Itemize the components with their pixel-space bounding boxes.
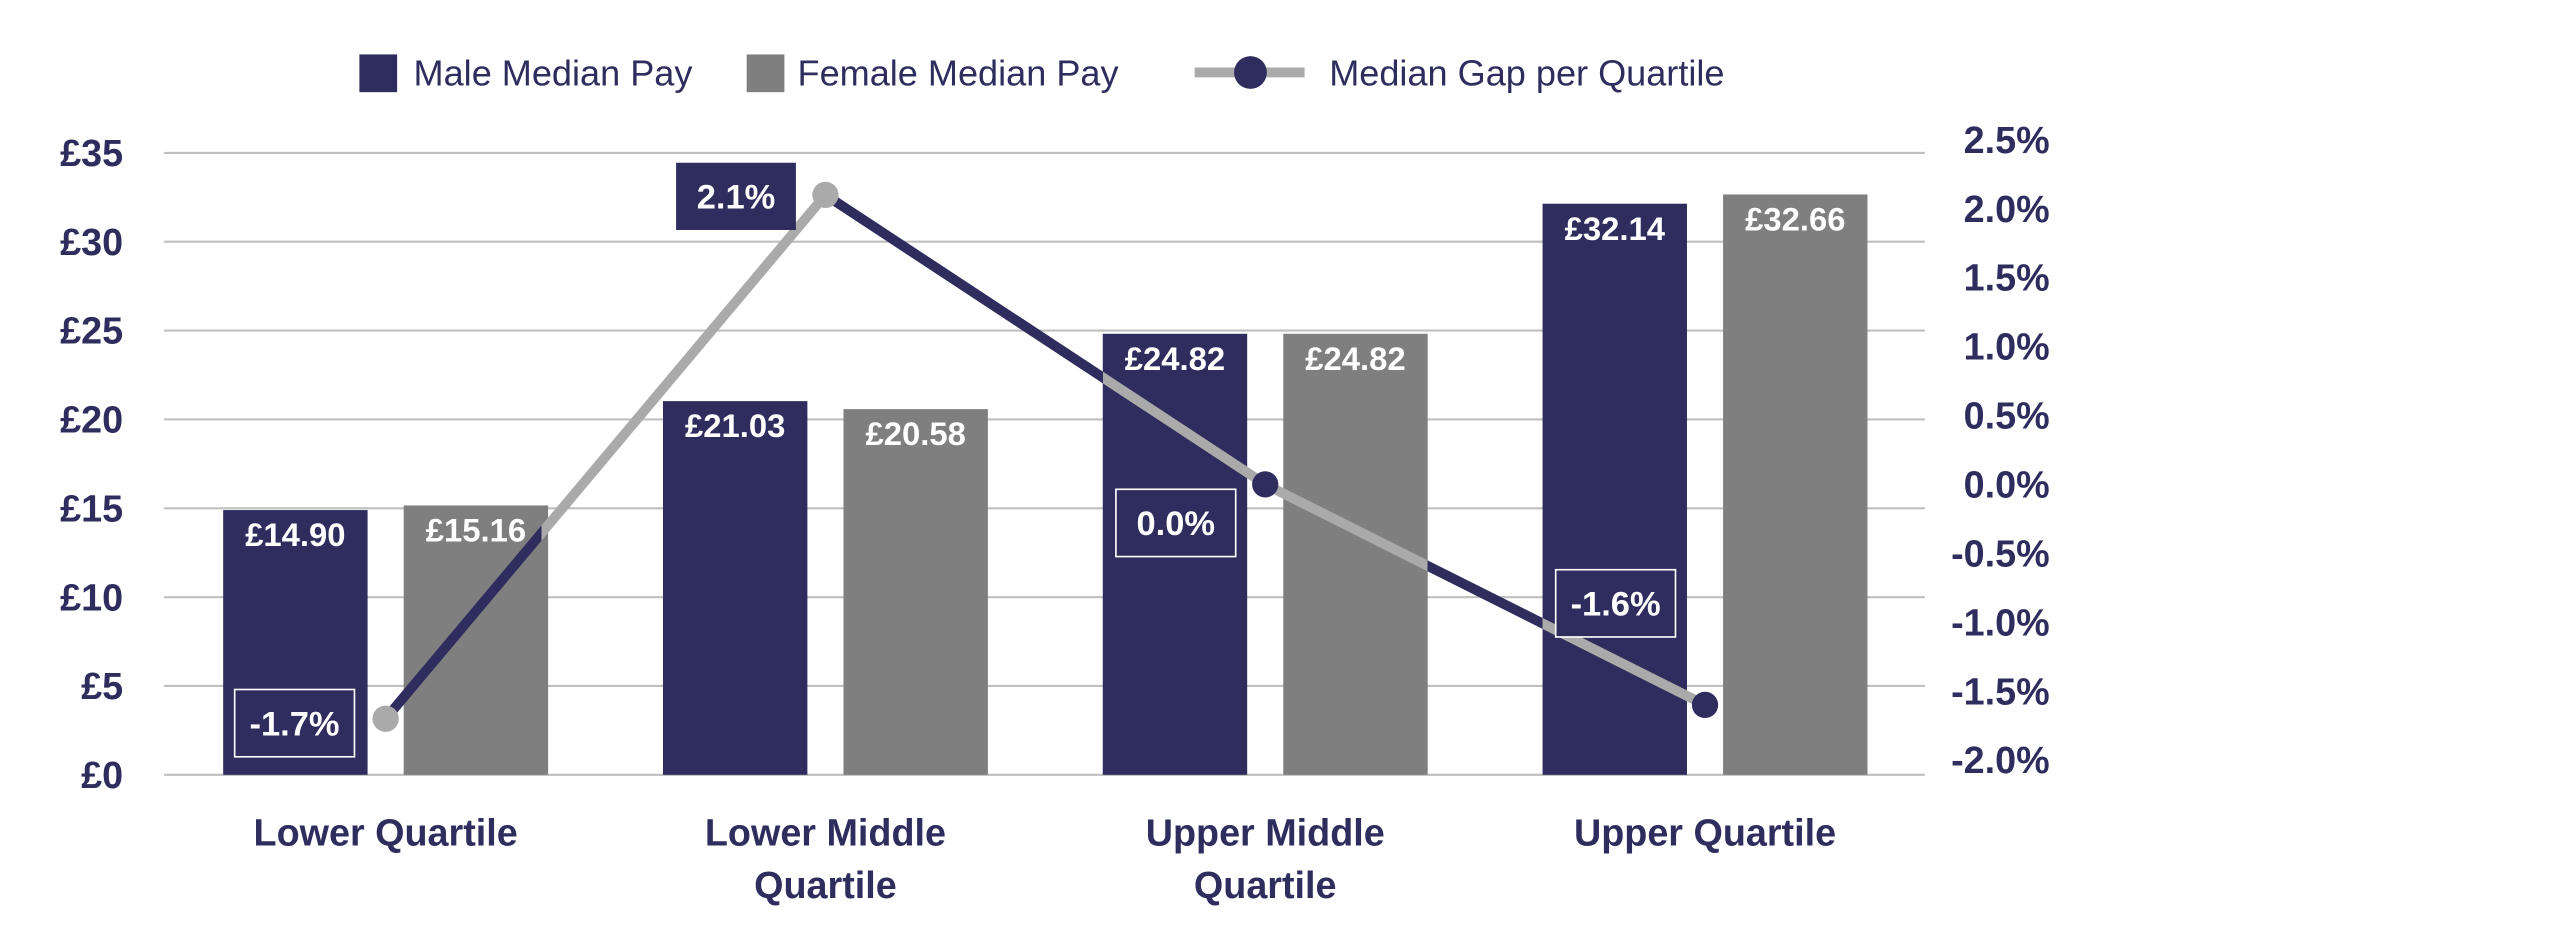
gap-value-label: 2.1%	[697, 179, 776, 217]
bar-value-label-male: £32.14	[1565, 210, 1666, 247]
gap-label-box	[676, 162, 796, 231]
gap-line: -1.7% 2.1% 0.0% -1.6%	[233, 162, 1719, 758]
category-label: Quartile	[754, 864, 897, 906]
right-tick-label: 2.0%	[1964, 188, 2050, 230]
category-label: Lower Middle	[705, 811, 946, 853]
right-tick-label: 2.5%	[1964, 119, 2050, 161]
gap-marker	[1252, 471, 1279, 498]
right-tick-label: 1.5%	[1964, 257, 2050, 299]
right-tick-label: -2.0%	[1951, 739, 2050, 781]
right-axis: -2.0% -1.5% -1.0% -0.5% 0.0% 0.5% 1.0% 1.5% 2.0%…	[1951, 119, 2050, 781]
left-tick-label: £15	[60, 487, 123, 529]
gap-value-label: -1.6%	[1571, 586, 1661, 624]
bar-female	[1723, 194, 1868, 775]
gap-value-label: -1.7%	[250, 705, 340, 743]
gap-label-box	[233, 688, 356, 758]
category-label: Quartile	[1194, 864, 1337, 906]
category-label: Upper Quartile	[1574, 811, 1836, 853]
bar-value-label-female: £32.66	[1745, 201, 1845, 238]
left-tick-label: £0	[81, 754, 123, 796]
left-tick-label: £25	[60, 310, 123, 352]
left-axis: £0 £5 £10 £15 £20 £25 £30 £35	[60, 132, 123, 796]
bar-male	[662, 401, 808, 775]
gap-value-label: 0.0%	[1137, 505, 1216, 543]
left-tick-label: £35	[60, 132, 123, 174]
gap-marker	[1691, 691, 1719, 719]
bar-value-label-male: £24.82	[1125, 340, 1225, 377]
legend-label-female: Female Median Pay	[798, 53, 1119, 94]
gap-line-path	[381, 188, 1708, 722]
gap-label-box	[1554, 568, 1677, 638]
bar-value-label-male: £14.90	[245, 516, 345, 553]
left-tick-label: £10	[60, 576, 123, 618]
left-tick-label: £5	[81, 665, 123, 707]
category-label: Upper Middle	[1146, 811, 1385, 853]
x-axis-categories: Lower Quartile Lower Middle Quartile Upper …	[254, 811, 1837, 906]
bar-value-label-female: £24.82	[1305, 340, 1405, 377]
gap-marker	[812, 181, 839, 209]
right-tick-label: -0.5%	[1951, 532, 2050, 574]
right-tick-label: 0.0%	[1964, 464, 2050, 506]
left-tick-label: £30	[60, 221, 123, 263]
gap-marker	[372, 705, 399, 732]
legend: Male Median Pay Female Median Pay Median G…	[359, 53, 1724, 94]
left-tick-label: £20	[60, 399, 123, 441]
legend-swatch-male	[359, 54, 398, 93]
legend-label-male: Male Median Pay	[414, 53, 693, 94]
category-label: Lower Quartile	[254, 811, 518, 853]
legend-label-gap: Median Gap per Quartile	[1329, 53, 1724, 94]
right-tick-label: -1.0%	[1951, 601, 2050, 643]
bar-value-label-male: £21.03	[685, 407, 785, 444]
gap-label-box	[1115, 488, 1237, 558]
right-tick-label: 1.0%	[1964, 326, 2050, 368]
bar-value-label-female: £15.16	[426, 512, 526, 549]
bars: £14.90 £15.16 £21.03 £20.58 £24.82 £24.82 £32.…	[223, 194, 1868, 775]
right-tick-label: -1.5%	[1951, 670, 2050, 712]
legend-swatch-female	[746, 54, 785, 93]
bar-female	[843, 409, 988, 775]
right-tick-label: 0.5%	[1964, 395, 2050, 437]
bar-value-label-female: £20.58	[866, 415, 966, 452]
legend-marker-gap	[1234, 56, 1267, 89]
